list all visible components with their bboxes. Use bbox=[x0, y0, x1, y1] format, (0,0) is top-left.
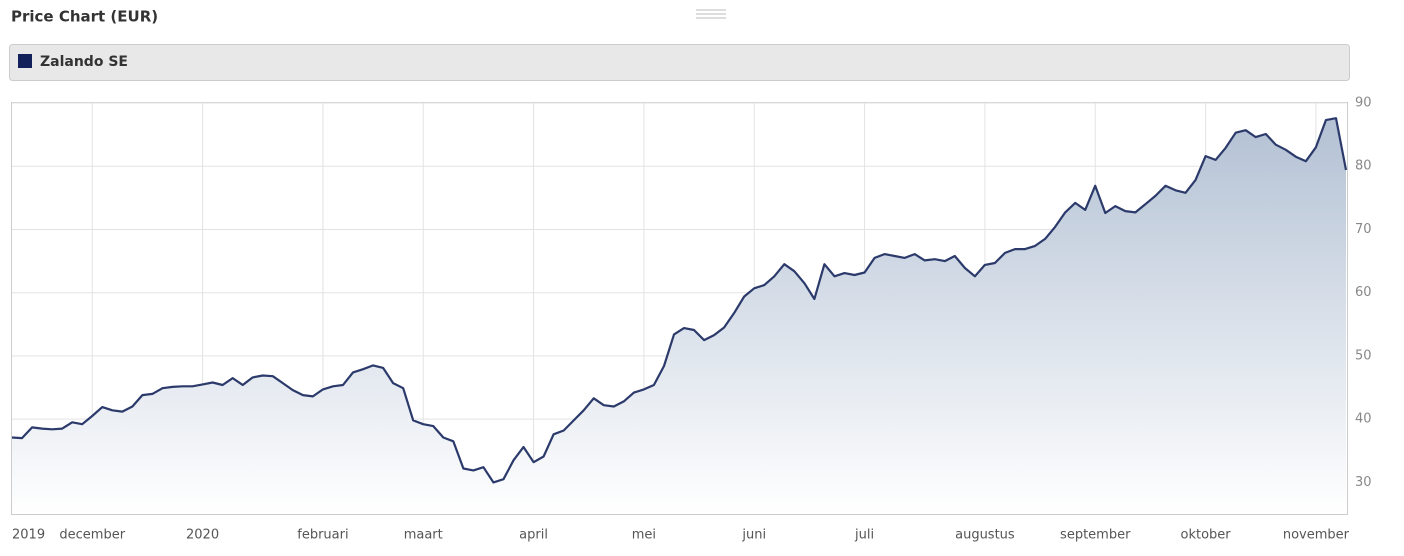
y-tick-label: 60 bbox=[1355, 285, 1372, 300]
x-tick-label: mei bbox=[632, 528, 656, 543]
chart-title: Price Chart (EUR) bbox=[11, 8, 158, 26]
x-tick-label: 2020 bbox=[186, 528, 219, 543]
x-tick-label: 2019 bbox=[12, 528, 45, 543]
legend-label[interactable]: Zalando SE bbox=[40, 54, 128, 70]
x-tick-label: november bbox=[1283, 528, 1350, 543]
legend-swatch bbox=[18, 54, 32, 68]
x-tick-label: juli bbox=[854, 528, 874, 543]
y-tick-label: 90 bbox=[1355, 96, 1372, 111]
x-tick-label: september bbox=[1060, 528, 1131, 543]
y-tick-label: 70 bbox=[1355, 222, 1372, 237]
x-tick-label: juni bbox=[741, 528, 766, 543]
x-tick-label: april bbox=[519, 528, 548, 543]
area-fill bbox=[12, 118, 1346, 514]
x-tick-label: december bbox=[59, 528, 125, 543]
drag-handle[interactable] bbox=[696, 9, 726, 19]
legend-box bbox=[9, 44, 1350, 81]
x-tick-label: augustus bbox=[955, 528, 1015, 543]
x-tick-label: oktober bbox=[1181, 528, 1232, 543]
x-tick-label: maart bbox=[404, 528, 443, 543]
y-tick-label: 50 bbox=[1355, 348, 1372, 363]
y-tick-label: 40 bbox=[1355, 412, 1372, 427]
price-line bbox=[11, 117, 1348, 484]
x-tick-label: februari bbox=[297, 528, 348, 543]
y-tick-label: 30 bbox=[1355, 475, 1372, 490]
y-tick-label: 80 bbox=[1355, 159, 1372, 174]
